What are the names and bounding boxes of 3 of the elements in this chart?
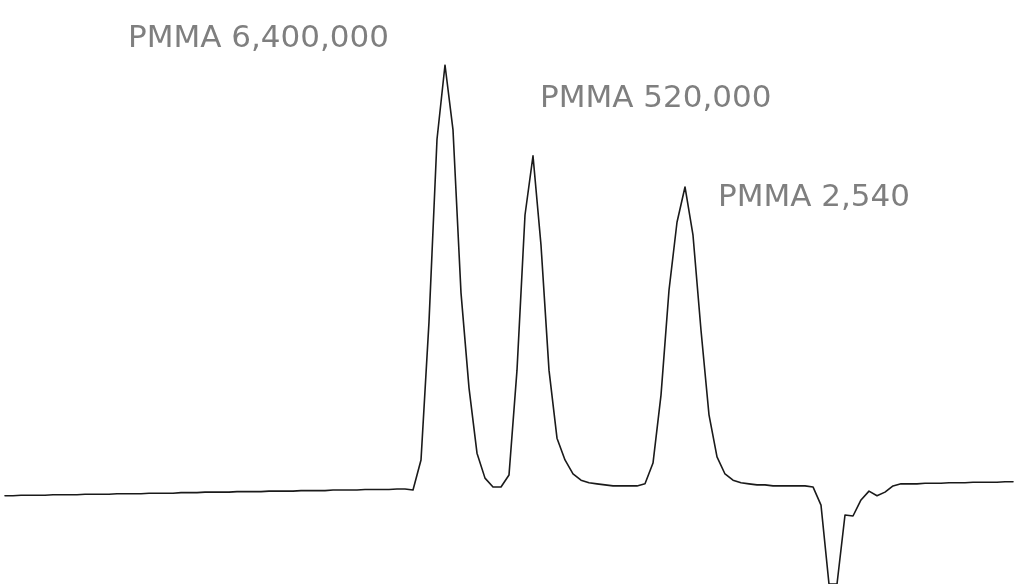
text: PMMA 6,400,000 bbox=[128, 18, 390, 54]
annotation: PMMA 520,000 bbox=[540, 78, 772, 114]
annotation: PMMA 2,540 bbox=[718, 177, 910, 213]
